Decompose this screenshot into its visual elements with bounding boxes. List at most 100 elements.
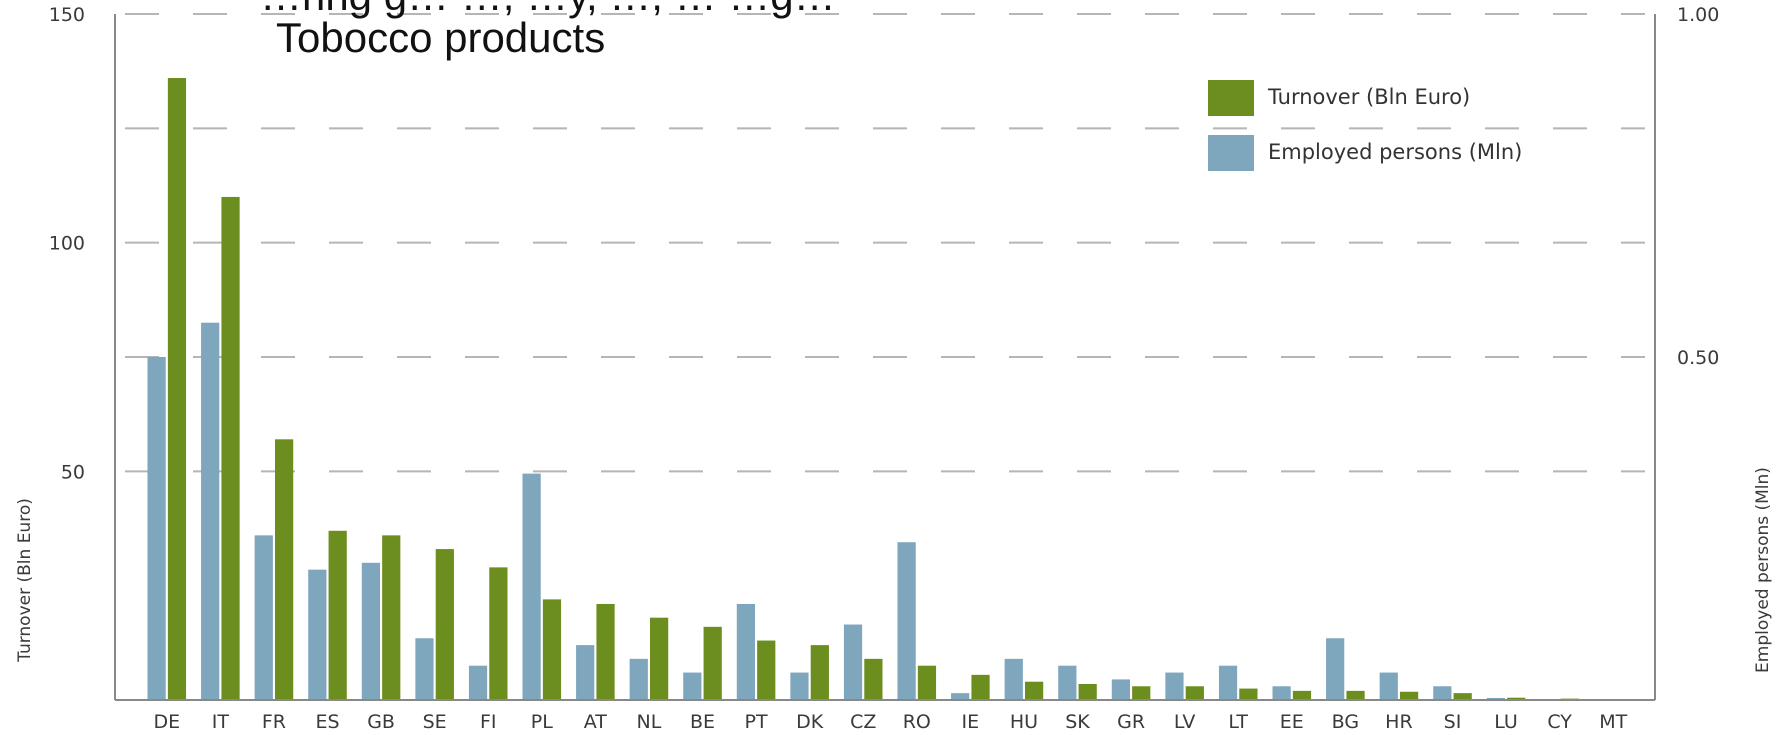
bar-employed-it — [201, 322, 220, 700]
bar-turnover-cz — [864, 658, 883, 700]
bar-employed-at — [576, 645, 595, 700]
right-tick-label: 1.00 — [1677, 4, 1719, 26]
bar-employed-gr — [1111, 679, 1130, 700]
bar-employed-cz — [843, 624, 863, 700]
bar-employed-gb — [361, 562, 380, 700]
category-label-si: SI — [1444, 711, 1462, 733]
bar-turnover-hr — [1400, 691, 1419, 700]
category-label-at: AT — [584, 711, 608, 733]
bar-turnover-ro — [917, 665, 937, 700]
bar-employed-es — [308, 569, 327, 700]
bar-turnover-ie — [971, 674, 990, 700]
bar-employed-dk — [790, 672, 809, 700]
category-label-sk: SK — [1065, 711, 1090, 733]
bar-employed-sk — [1058, 665, 1077, 700]
bar-employed-lt — [1218, 665, 1238, 700]
category-label-hu: HU — [1010, 711, 1038, 733]
category-label-cy: CY — [1547, 711, 1572, 733]
bar-turnover-es — [328, 530, 347, 700]
bar-turnover-dk — [810, 645, 829, 700]
category-label-dk: DK — [796, 711, 824, 733]
bar-employed-fi — [468, 665, 488, 700]
bar-employed-pt — [736, 603, 755, 700]
bar-turnover-sk — [1078, 683, 1097, 700]
category-label-ie: IE — [962, 711, 980, 733]
bars — [147, 78, 1633, 700]
legend-label-turnover: Turnover (Bln Euro) — [1267, 85, 1470, 109]
category-label-ee: EE — [1280, 711, 1304, 733]
bar-employed-hr — [1379, 672, 1398, 700]
bar-employed-bg — [1326, 638, 1345, 700]
category-label-lt: LT — [1228, 711, 1248, 733]
x-axis-categories: DE IT FR ES GB SE FI PL AT NL BE PT DK CZ RO IE HU SK GR LV… — [153, 711, 1627, 733]
category-label-fi: FI — [480, 711, 497, 733]
bar-employed-be — [683, 672, 702, 700]
chart-title-line-2: Tobocco products — [276, 14, 605, 61]
bar-turnover-bg — [1346, 690, 1365, 700]
bar-employed-pl — [522, 473, 541, 700]
bar-turnover-fr — [275, 439, 294, 700]
bar-turnover-pt — [757, 640, 776, 700]
legend-label-employed: Employed persons (Mln) — [1268, 140, 1522, 164]
gridlines — [125, 13, 1645, 473]
bar-employed-de — [147, 357, 166, 700]
bar-turnover-gr — [1132, 686, 1151, 700]
category-label-nl: NL — [637, 711, 662, 733]
bar-employed-fr — [254, 535, 273, 700]
bar-employed-ro — [897, 542, 916, 700]
category-label-lv: LV — [1174, 711, 1196, 733]
category-label-se: SE — [423, 711, 447, 733]
category-label-mt: MT — [1599, 711, 1627, 733]
left-tick-label: 150 — [49, 4, 85, 26]
bar-employed-hu — [1004, 658, 1023, 700]
left-tick-label: 50 — [61, 461, 85, 483]
bar-turnover-be — [703, 626, 722, 700]
bar-turnover-fi — [489, 567, 508, 700]
category-label-be: BE — [690, 711, 715, 733]
right-axis-ticks: 0.50 1.00 — [1677, 4, 1719, 369]
bar-turnover-it — [221, 196, 240, 700]
bar-turnover-de — [167, 78, 187, 700]
category-label-pl: PL — [531, 711, 553, 733]
legend: Turnover (Bln Euro) Employed persons (Ml… — [1208, 80, 1522, 171]
bar-employed-ie — [951, 693, 970, 700]
bar-employed-lu — [1486, 697, 1505, 700]
category-label-fr: FR — [262, 711, 286, 733]
bar-employed-se — [415, 638, 434, 700]
bar-turnover-gb — [382, 535, 401, 700]
legend-swatch-turnover — [1208, 80, 1254, 116]
bar-turnover-se — [435, 549, 454, 700]
category-label-pt: PT — [745, 711, 768, 733]
bar-turnover-lv — [1185, 686, 1204, 700]
category-label-ro: RO — [903, 711, 931, 733]
category-label-bg: BG — [1332, 711, 1359, 733]
left-axis-ticks: 50 100 150 — [49, 4, 85, 483]
category-label-de: DE — [153, 711, 180, 733]
bar-employed-ee — [1272, 686, 1291, 700]
category-label-cz: CZ — [850, 711, 876, 733]
bar-employed-nl — [629, 658, 648, 700]
bar-turnover-lu — [1507, 697, 1526, 700]
bar-turnover-ee — [1292, 690, 1312, 700]
category-label-hr: HR — [1385, 711, 1413, 733]
bar-turnover-hu — [1025, 681, 1044, 700]
bar-turnover-si — [1453, 693, 1472, 700]
bar-turnover-at — [596, 603, 615, 700]
category-label-lu: LU — [1494, 711, 1518, 733]
left-tick-label: 100 — [49, 233, 85, 255]
category-label-gr: GR — [1117, 711, 1145, 733]
legend-swatch-employed — [1208, 135, 1254, 171]
bar-turnover-lt — [1239, 688, 1258, 700]
bar-turnover-pl — [542, 599, 562, 700]
right-tick-label: 0.50 — [1677, 347, 1719, 369]
bar-employed-lv — [1165, 672, 1184, 700]
bar-turnover-nl — [650, 617, 669, 700]
left-axis-title: Turnover (Bln Euro) — [15, 498, 35, 663]
category-label-es: ES — [315, 711, 339, 733]
category-label-gb: GB — [367, 711, 395, 733]
bar-employed-si — [1433, 686, 1452, 700]
chart-title-line-1: …ring g… …, …y, …, … …g… — [260, 0, 836, 19]
category-label-it: IT — [212, 711, 230, 733]
right-axis-title: Employed persons (Mln) — [1753, 467, 1773, 673]
